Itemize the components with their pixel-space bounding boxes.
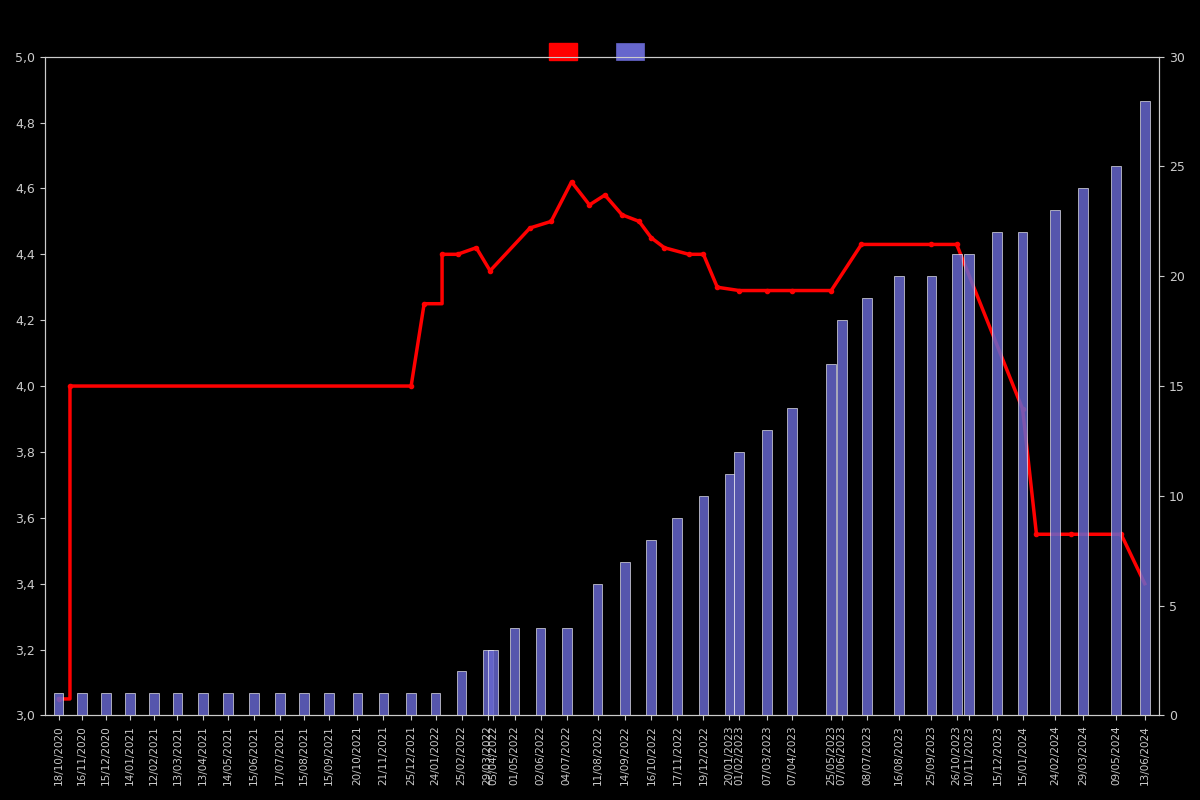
Bar [863,298,872,715]
Bar [762,430,772,715]
Bar [1140,101,1150,715]
Bar [407,694,416,715]
Bar [698,496,708,715]
Bar [125,694,136,715]
Bar [1050,210,1060,715]
Bar [101,694,110,715]
Bar [510,627,520,715]
Bar [787,408,797,715]
Bar [672,518,683,715]
Bar [457,671,467,715]
Bar [827,364,836,715]
Bar [1018,232,1027,715]
Bar [431,694,440,715]
Bar [992,232,1002,715]
Bar [562,627,571,715]
Bar [353,694,362,715]
Legend: , : , [544,38,660,66]
Bar [250,694,259,715]
Bar [173,694,182,715]
Bar [1078,189,1087,715]
Bar [593,584,602,715]
Bar [482,650,492,715]
Bar [836,320,847,715]
Bar [77,694,88,715]
Bar [198,694,208,715]
Bar [894,276,904,715]
Bar [223,694,233,715]
Bar [299,694,308,715]
Bar [620,562,630,715]
Bar [54,694,64,715]
Bar [926,276,936,715]
Bar [378,694,389,715]
Bar [1111,166,1121,715]
Bar [647,540,656,715]
Bar [964,254,973,715]
Bar [324,694,334,715]
Bar [725,474,734,715]
Bar [535,627,546,715]
Bar [149,694,158,715]
Bar [488,650,498,715]
Bar [734,452,744,715]
Bar [275,694,284,715]
Bar [952,254,961,715]
